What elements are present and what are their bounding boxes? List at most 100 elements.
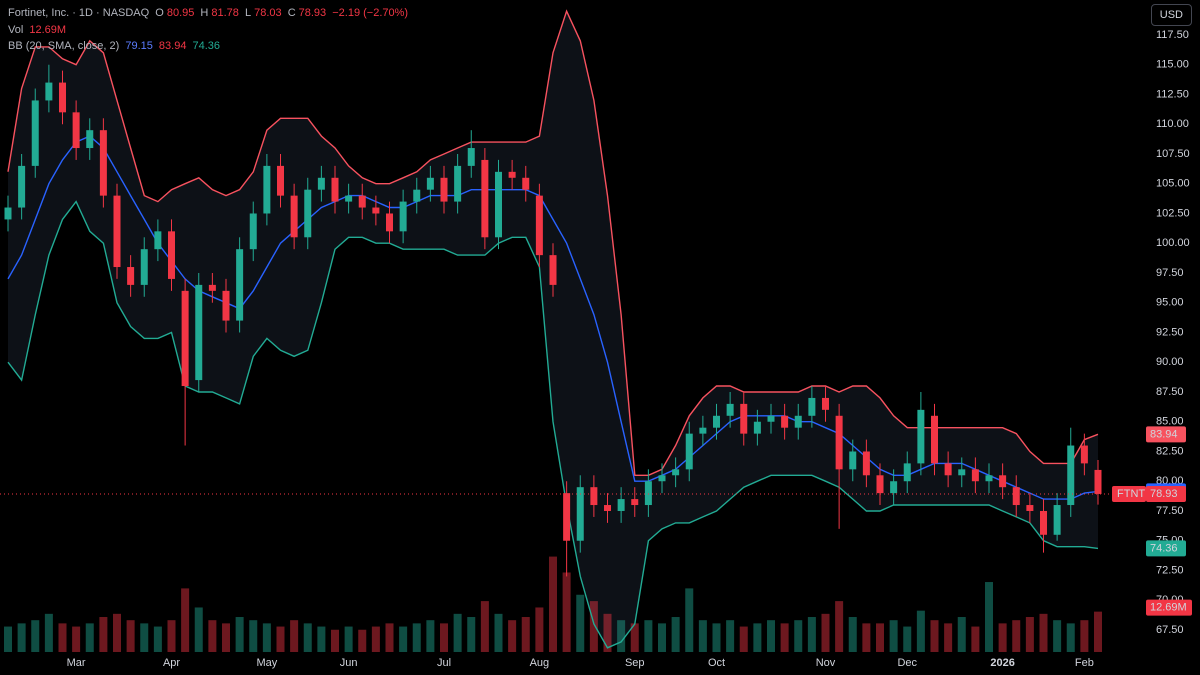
candle-body — [808, 397, 816, 416]
volume-bar — [222, 623, 230, 652]
candle-body — [685, 433, 693, 470]
candle-body — [740, 403, 748, 434]
bb-lower-value: 74.36 — [192, 40, 221, 52]
candle-body — [181, 290, 189, 387]
candle-body — [672, 469, 680, 476]
candle-body — [1040, 510, 1047, 535]
volume-bar — [726, 620, 735, 652]
candle-body — [154, 231, 162, 250]
symbol-tag-box — [1112, 485, 1146, 502]
candle-body — [31, 100, 39, 166]
symbol-row: Fortinet, Inc. · 1D · NASDAQ O 80.95 H 81.… — [8, 5, 411, 22]
candle-body — [481, 159, 489, 238]
volume-bar — [957, 617, 966, 652]
candle-body — [195, 284, 203, 381]
candle-body — [535, 195, 543, 256]
y-tick-label: 85.00 — [1156, 416, 1184, 428]
candle-body — [304, 189, 312, 238]
candle-body — [999, 475, 1007, 488]
volume-bar — [44, 613, 53, 652]
x-tick-label: Mar — [67, 657, 86, 669]
volume-bar — [658, 623, 666, 652]
volume-bar — [671, 617, 680, 652]
candle-body — [699, 427, 707, 434]
volume-bar — [753, 623, 762, 652]
upper-tag-box — [1146, 426, 1186, 443]
volume-bar — [399, 626, 408, 652]
volume-bar — [930, 620, 939, 652]
y-tick-label: 115.00 — [1156, 59, 1189, 71]
volume-bar — [1053, 620, 1062, 652]
candle-body — [168, 231, 175, 279]
candle-body — [713, 415, 720, 428]
bb-basis-line — [7, 135, 1099, 500]
y-tick-label: 92.50 — [1156, 326, 1184, 338]
volume-bar — [712, 623, 721, 652]
change: −2.19 (−2.70%) — [332, 7, 409, 19]
x-tick-label: Apr — [163, 657, 180, 669]
candle-body — [345, 195, 353, 202]
volume-bar — [644, 620, 653, 652]
x-tick-label: Aug — [530, 657, 550, 669]
bb-upper-line — [7, 9, 1099, 476]
x-tick-label: Oct — [708, 657, 725, 669]
candle-body — [140, 249, 148, 285]
volume-bar — [630, 623, 639, 652]
x-tick-label: Dec — [897, 657, 917, 669]
ohlc-value: 78.93 — [298, 7, 327, 19]
candle-body — [222, 290, 230, 321]
x-tick-label: Nov — [816, 657, 836, 669]
bb-label: BB (20, SMA, close, 2) — [8, 40, 120, 52]
candle-body — [372, 207, 380, 214]
candle-body — [767, 415, 775, 422]
volume-bar — [17, 623, 26, 652]
volume-bar — [508, 620, 517, 652]
volume-label: Vol — [8, 23, 24, 36]
volume-bar — [194, 607, 203, 652]
volume-bar — [862, 623, 871, 652]
candle-body — [467, 148, 475, 166]
candle-body — [386, 213, 393, 232]
ohlc-label: L — [244, 7, 252, 19]
volume-bar — [249, 620, 258, 652]
candle-body — [99, 130, 107, 196]
volume-tag-box — [1146, 599, 1192, 616]
volume-bar — [916, 610, 925, 652]
candle-body — [454, 165, 462, 202]
lower-tag-box — [1146, 540, 1186, 557]
candle-body — [644, 481, 652, 506]
volume-bar — [535, 607, 544, 652]
candle-body — [931, 415, 938, 464]
candle-body — [208, 284, 216, 291]
x-tick-label: Jun — [340, 657, 358, 669]
lower-tag: 74.36 — [1150, 542, 1178, 554]
volume-bar — [876, 623, 884, 652]
volume-bar — [31, 620, 40, 652]
symbol-line: Fortinet, Inc. · 1D · NASDAQ — [8, 7, 150, 19]
candle-body — [277, 165, 284, 196]
candle-body — [1053, 505, 1061, 535]
candle-body — [944, 463, 952, 476]
volume-bar — [971, 626, 980, 652]
candle-body — [413, 189, 421, 202]
y-tick-label: 97.50 — [1156, 267, 1184, 279]
volume-bar — [331, 629, 339, 652]
candle-body — [1080, 445, 1088, 464]
candle-body — [794, 415, 802, 428]
volume-bar — [494, 613, 503, 652]
volume-bar — [998, 623, 1007, 652]
volume-bar — [276, 626, 285, 652]
volume-value: 12.69M — [29, 23, 67, 36]
volume-bar — [767, 620, 775, 652]
currency-button[interactable]: USD — [1150, 4, 1192, 26]
candle-body — [236, 249, 244, 321]
volume-bar — [4, 626, 12, 652]
volume-bar — [617, 620, 626, 652]
ohlc-value: 80.95 — [166, 7, 195, 19]
candle-body — [4, 207, 12, 220]
candle-body — [726, 403, 734, 416]
volume-bar — [371, 626, 380, 652]
bb-row: BB (20, SMA, close, 2) 79.15 83.94 74.36 — [8, 38, 411, 55]
